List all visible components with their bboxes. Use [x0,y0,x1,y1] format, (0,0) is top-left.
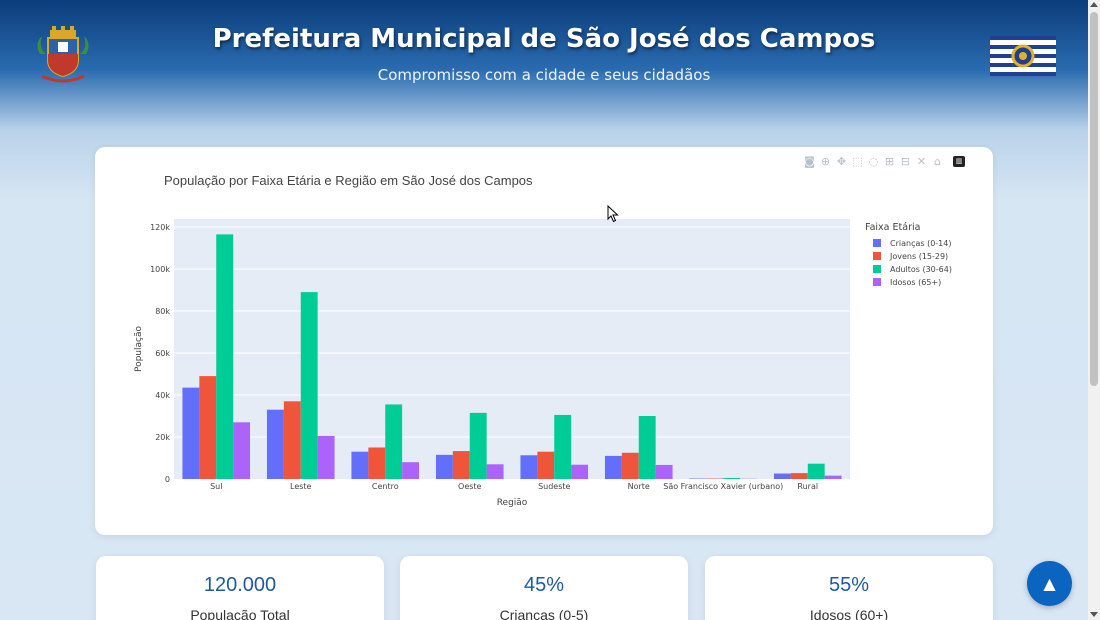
bar[interactable] [317,435,335,479]
city-crest-icon [37,26,89,83]
x-tick-label: Centro [372,482,399,491]
legend-swatch [873,278,881,286]
mouse-cursor-icon [607,205,619,223]
legend-label: Idosos (65+) [890,278,941,287]
x-tick-label: Sul [210,482,222,491]
autoscale-icon[interactable]: ✕ [916,155,927,168]
bar[interactable] [435,454,453,479]
bar[interactable] [368,447,386,480]
legend-label: Jovens (15-29) [889,252,948,261]
x-tick-label: Sudeste [538,482,570,491]
bar[interactable] [402,462,420,479]
bar[interactable] [604,455,622,479]
x-tick-label: Leste [290,482,312,491]
bar[interactable] [486,464,504,479]
stat-value: 120.000 [203,574,277,596]
site-subtitle: Compromisso com a cidade e seus cidadãos [377,66,711,84]
y-tick-label: 100k [150,265,170,274]
city-flag-icon [990,36,1056,76]
y-tick-label: 60k [155,349,170,358]
chart-modebar: ◙ ⊕ ✥ ⬚ ◌ ⊞ ⊟ ✕ ⌂ ▥ [803,155,965,168]
scroll-up-arrow-icon[interactable] [1090,2,1098,7]
bar[interactable] [300,292,318,479]
population-bar-chart: População por Faixa Etária e Região em S… [134,173,952,508]
bar[interactable] [199,376,217,479]
bar[interactable] [790,473,808,479]
bar[interactable] [554,414,572,479]
bar[interactable] [621,452,639,479]
bar[interactable] [807,463,825,479]
x-axis-label: Região [497,498,528,508]
bar[interactable] [655,464,673,479]
plotly-logo-icon[interactable]: ▥ [953,156,965,167]
pan-icon[interactable]: ✥ [836,155,847,168]
site-title: Prefeitura Municipal de São José dos Cam… [212,24,876,54]
bar[interactable] [182,387,200,479]
chart-title: População por Faixa Etária e Região em S… [164,173,533,188]
page-scrollbar[interactable] [1088,0,1100,620]
bar[interactable] [283,401,301,479]
legend-title: Faixa Etária [865,222,920,233]
y-tick-label: 0 [165,475,170,484]
site-header: Prefeitura Municipal de São José dos Cam… [0,0,1088,120]
stat-card-elderly: 55% Idosos (60+) [705,556,993,620]
x-tick-label: São Francisco Xavier (urbano) [663,482,783,491]
stat-value: 45% [523,574,565,596]
bar[interactable] [571,464,589,479]
stat-label: Crianças (0-5) [499,607,589,620]
bar[interactable] [385,404,403,479]
scroll-down-arrow-icon[interactable] [1090,612,1098,617]
bar[interactable] [266,409,284,479]
legend-swatch [873,265,881,273]
y-tick-label: 20k [155,433,170,442]
zoom-icon[interactable]: ⊕ [820,155,831,168]
legend-label: Adultos (30-64) [890,265,952,274]
stat-value: 55% [828,574,870,596]
legend-swatch [873,252,881,260]
zoom-out-icon[interactable]: ⊟ [900,155,911,168]
x-tick-label: Rural [797,482,818,491]
y-tick-label: 40k [155,391,170,400]
scrollbar-thumb[interactable] [1090,12,1098,386]
bar[interactable] [469,412,487,479]
y-tick-label: 80k [155,307,170,316]
legend-item[interactable]: Jovens (15-29) [873,252,948,261]
bar[interactable] [233,422,251,479]
stat-label: População Total [190,607,290,620]
bar[interactable] [452,451,470,479]
arrow-up-icon: ▲ [1043,574,1056,593]
reset-axes-icon[interactable]: ⌂ [934,155,941,168]
legend-item[interactable]: Adultos (30-64) [873,265,952,274]
legend-item[interactable]: Crianças (0-14) [873,239,951,248]
bar[interactable] [723,477,741,479]
bar[interactable] [216,234,234,479]
stat-label: Idosos (60+) [809,607,889,620]
legend-label: Crianças (0-14) [890,239,951,248]
bar[interactable] [351,451,369,479]
lasso-icon[interactable]: ◌ [868,155,879,168]
bar[interactable] [537,451,555,479]
stat-card-total-population: 120.000 População Total [96,556,384,620]
scroll-to-top-button[interactable]: ▲ [1027,561,1072,606]
legend-swatch [873,239,881,247]
x-tick-label: Oeste [458,482,482,491]
camera-icon[interactable]: ◙ [804,155,815,168]
y-tick-label: 120k [150,223,170,232]
bar[interactable] [824,475,842,479]
y-axis-label: População [134,325,144,372]
legend-item[interactable]: Idosos (65+) [873,278,941,287]
chart-legend: Faixa Etária Crianças (0-14) Jovens (15-2… [865,222,952,287]
bar[interactable] [638,416,656,479]
bar[interactable] [773,473,791,479]
stat-card-children: 45% Crianças (0-5) [400,556,688,620]
chart-card: ◙ ⊕ ✥ ⬚ ◌ ⊞ ⊟ ✕ ⌂ ▥ População por Faixa … [95,147,993,535]
box-select-icon[interactable]: ⬚ [852,155,863,168]
bar[interactable] [520,455,538,479]
x-tick-label: Norte [628,482,650,491]
zoom-in-icon[interactable]: ⊞ [884,155,895,168]
